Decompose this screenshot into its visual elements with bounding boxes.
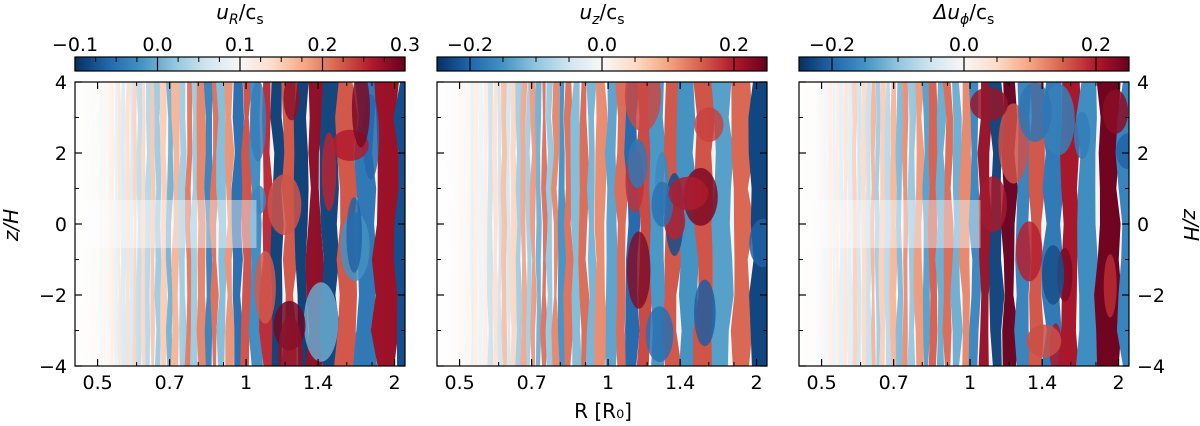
x-axis-label: R [R₀] bbox=[574, 399, 632, 423]
colorbar: −0.2 0.0 0.2 bbox=[798, 34, 1130, 72]
colorbar: −0.2 0.0 0.2 bbox=[436, 34, 768, 72]
field-inner-fade bbox=[75, 82, 405, 366]
colorbar-tick-label: −0.2 bbox=[809, 34, 855, 56]
colorbar-tick-label: 0.1 bbox=[225, 34, 255, 56]
colorbar-label: uz/cs bbox=[579, 0, 624, 28]
y-tick-label: 4 bbox=[1137, 72, 1149, 94]
heatmap-field bbox=[799, 82, 1129, 366]
colorbar-tick-label: 0.3 bbox=[390, 34, 420, 56]
panel-1: 0.5 0.7 1 1.4 2 −4 −2 0 2 4 −0.1 0.0 0.1 0.2 0.3 uR/cs bbox=[39, 0, 420, 394]
y-axis-label-left: z/H bbox=[0, 209, 23, 242]
colorbar-tick-label: 0.2 bbox=[307, 34, 337, 56]
x-tick-label: 2 bbox=[750, 372, 762, 394]
x-tick-label: 1.4 bbox=[1027, 372, 1057, 394]
x-tick-label: 0.5 bbox=[806, 372, 836, 394]
x-tick-label: 1 bbox=[240, 372, 252, 394]
x-tick-label: 0.7 bbox=[517, 372, 547, 394]
x-tick-label: 2 bbox=[388, 372, 400, 394]
y-tick-label: 2 bbox=[55, 143, 67, 165]
x-tick-label: 0.7 bbox=[879, 372, 909, 394]
colorbar-tick-label: 0.0 bbox=[142, 34, 172, 56]
heatmap-field bbox=[75, 82, 405, 366]
colorbar-tick-label: 0.0 bbox=[949, 34, 979, 56]
heatmap-field bbox=[437, 82, 767, 366]
x-tick-label: 0.5 bbox=[444, 372, 474, 394]
y-tick-label: 0 bbox=[1137, 214, 1149, 236]
y-tick-label: 2 bbox=[1137, 143, 1149, 165]
y-axis-label-right: z/H bbox=[1179, 208, 1200, 241]
x-tick-label: 0.5 bbox=[82, 372, 112, 394]
colorbar-tick-label: 0.2 bbox=[1081, 34, 1111, 56]
x-tick-label: 0.7 bbox=[155, 372, 185, 394]
x-tick-label: 2 bbox=[1112, 372, 1124, 394]
field-inner-fade bbox=[437, 82, 767, 366]
y-tick-label: 0 bbox=[55, 214, 67, 236]
panel-2: 0.5 0.7 1 1.4 2 −0.2 0.0 0.2 uz/cs bbox=[436, 0, 768, 394]
x-tick-label: 1.4 bbox=[303, 372, 333, 394]
colorbar-label: Δuϕ/cs bbox=[932, 0, 995, 28]
x-tick-label: 1 bbox=[964, 372, 976, 394]
y-tick-label: −2 bbox=[1137, 285, 1165, 307]
y-tick-label: −4 bbox=[39, 356, 67, 378]
panel-3: 0.5 0.7 1 1.4 2 −4 −2 0 2 4 −0.2 0.0 0.2 Δuϕ/cs bbox=[798, 0, 1165, 394]
colorbar: −0.1 0.0 0.1 0.2 0.3 bbox=[52, 34, 420, 72]
field-inner-fade bbox=[799, 82, 1129, 366]
colorbar-tick-label: −0.1 bbox=[52, 34, 98, 56]
colorbar-label: uR/cs bbox=[216, 0, 263, 28]
x-tick-label: 1 bbox=[602, 372, 614, 394]
y-tick-label: −4 bbox=[1137, 356, 1165, 378]
colorbar-tick-label: 0.0 bbox=[587, 34, 617, 56]
colorbar-tick-label: −0.2 bbox=[447, 34, 493, 56]
x-tick-label: 1.4 bbox=[665, 372, 695, 394]
y-tick-label: 4 bbox=[55, 72, 67, 94]
colorbar-tick-label: 0.2 bbox=[719, 34, 749, 56]
y-tick-label: −2 bbox=[39, 285, 67, 307]
